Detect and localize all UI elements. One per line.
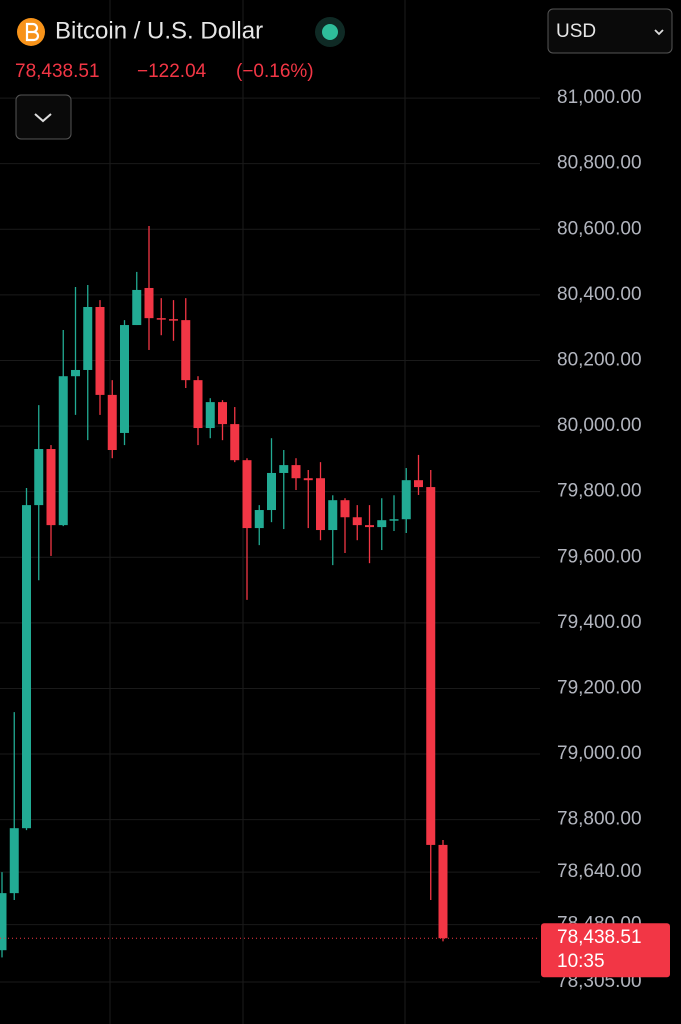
- candle-body: [328, 500, 338, 531]
- y-tick-label: 80,200.00: [557, 349, 642, 370]
- candle-body: [426, 487, 436, 845]
- currency-select[interactable]: USD: [547, 8, 673, 54]
- candle-body: [144, 287, 154, 319]
- candle-body: [279, 465, 289, 473]
- candle-body: [169, 319, 178, 321]
- y-tick-label: 79,600.00: [557, 546, 642, 567]
- y-tick-label: 81,000.00: [557, 87, 642, 108]
- price-change-percent: (−0.16%): [236, 61, 314, 82]
- y-tick-label: 79,800.00: [557, 481, 642, 502]
- candle-body: [22, 505, 31, 829]
- candle-body: [58, 376, 68, 526]
- status-dot: [322, 24, 338, 40]
- candle-body: [352, 517, 362, 526]
- y-tick-label: 80,400.00: [557, 284, 642, 305]
- last-price: 78,438.51: [15, 61, 100, 82]
- candle-body: [230, 424, 240, 461]
- candle-body: [95, 307, 105, 395]
- y-tick-label: 80,800.00: [557, 153, 642, 174]
- price-tag-value: 78,438.51: [557, 927, 642, 948]
- plot: [0, 97, 540, 983]
- candle-body: [156, 318, 166, 320]
- candle-body: [401, 480, 411, 520]
- y-tick-label: 80,000.00: [557, 415, 642, 436]
- candle-body: [414, 480, 423, 488]
- candle-body: [193, 380, 203, 429]
- button-box[interactable]: [15, 94, 72, 140]
- candle-body: [46, 449, 56, 526]
- candle-body: [267, 472, 276, 511]
- expand-button[interactable]: [15, 94, 72, 140]
- button-chevron: [34, 113, 52, 123]
- candle-body: [218, 402, 227, 425]
- price-tag: [541, 923, 670, 978]
- currency-label: USD: [556, 21, 596, 42]
- candle-body: [365, 525, 374, 528]
- symbol-header: Bitcoin / U.S. Dollar 78,438.51 −122.04 …: [15, 17, 345, 82]
- y-tick-label: 78,800.00: [557, 809, 642, 830]
- candle-body: [181, 320, 191, 381]
- candle-body: [438, 844, 448, 939]
- candle-body: [0, 893, 7, 951]
- candle-body: [120, 325, 129, 433]
- candle-body: [205, 402, 215, 429]
- candle-body: [71, 369, 80, 377]
- y-tick-label: 79,000.00: [557, 743, 642, 764]
- candle-body: [34, 449, 44, 506]
- candle-body: [316, 478, 325, 531]
- y-tick-label: 78,640.00: [557, 861, 642, 882]
- candle-body: [291, 465, 301, 479]
- candle-body: [254, 510, 264, 529]
- candle-body: [132, 289, 142, 326]
- price-change: −122.04: [137, 61, 207, 82]
- candle-body: [83, 307, 93, 370]
- symbol-title: Bitcoin / U.S. Dollar: [55, 17, 263, 44]
- candle-body: [389, 519, 399, 521]
- candle-body: [9, 828, 19, 894]
- candle-body: [377, 520, 387, 528]
- y-tick-label: 79,400.00: [557, 612, 642, 633]
- candle-body: [340, 500, 350, 518]
- candle-body: [242, 460, 252, 529]
- price-tag-countdown: 10:35: [557, 951, 605, 972]
- select-chevron: [654, 29, 664, 36]
- y-tick-label: 79,200.00: [557, 677, 642, 698]
- y-tick-label: 80,600.00: [557, 218, 642, 239]
- coin-glyph: [25, 22, 40, 42]
- select-box[interactable]: [547, 8, 673, 54]
- candle-body: [107, 394, 117, 451]
- candle-body: [303, 478, 313, 481]
